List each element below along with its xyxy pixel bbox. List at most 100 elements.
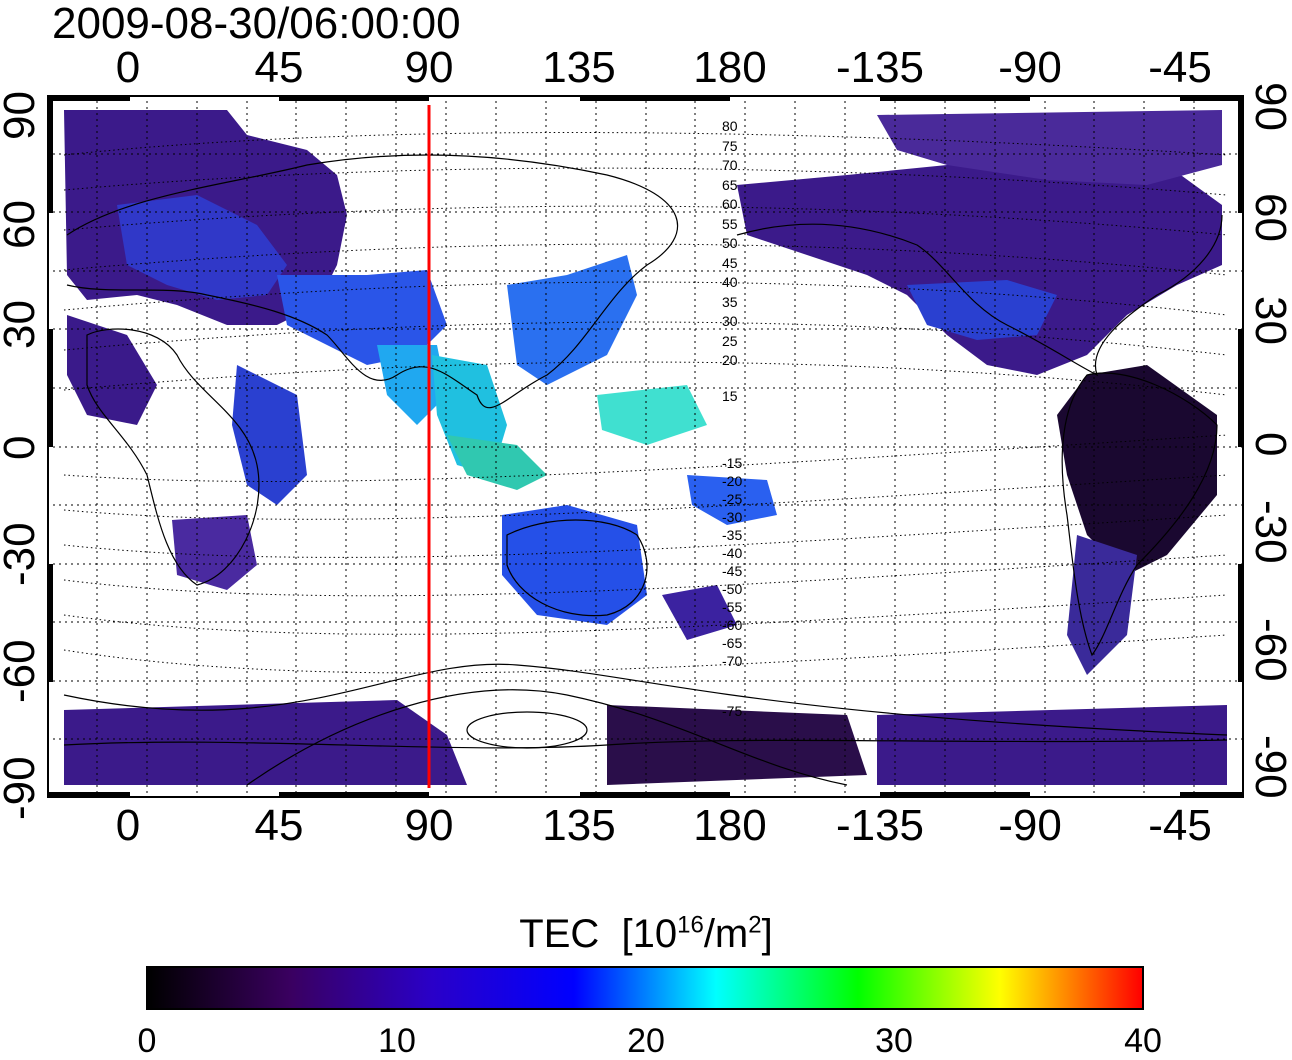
mag-contour-north-7: [63, 361, 1228, 396]
left-lat-tick-90: 90: [0, 91, 44, 140]
tec-region-new-zealand: [662, 585, 737, 640]
frame-bar-left-1: [47, 95, 53, 213]
top-lon-tick-m45: -45: [1148, 43, 1212, 92]
frame-bar-top-1: [47, 95, 130, 101]
mag-lat-label-40: 40: [722, 274, 738, 290]
tec-region-africa-south: [172, 515, 257, 590]
bottom-lon-tick-45: 45: [254, 801, 304, 850]
mag-lat-label-55: 55: [722, 215, 738, 232]
right-lat-tick-30: 30: [1246, 296, 1292, 345]
bottom-lon-tick-135: 135: [542, 801, 616, 850]
mag-lat-label--75: -75: [722, 703, 743, 719]
tec-region-china: [507, 255, 637, 385]
mag-lat-label--20: -20: [722, 473, 743, 489]
left-lat-tick-m60: -60: [0, 639, 44, 703]
mag-lat-label-25: 25: [722, 332, 738, 349]
frame-bar-bottom-1: [47, 792, 130, 798]
mag-lat-label--30: -30: [722, 509, 743, 525]
mag-lat-label--60: -60: [722, 617, 743, 633]
colorbar-label-main: TEC: [519, 912, 600, 957]
mag-lat-label--25: -25: [722, 491, 743, 507]
bottom-lon-tick-m135: -135: [835, 801, 925, 850]
right-lat-tick-m60: -60: [1246, 618, 1292, 682]
mag-lat-label--35: -35: [722, 527, 743, 543]
frame-bar-left-3: [47, 564, 53, 682]
right-lat-tick-m90: -90: [1246, 735, 1292, 799]
tec-colorbar: [146, 966, 1144, 1010]
right-lat-tick-60: 60: [1246, 193, 1292, 242]
colorbar-title: TEC [1016/m2]: [0, 912, 1292, 957]
frame-bar-bottom-5: [1180, 792, 1244, 798]
frame-bar-top-2: [279, 95, 429, 101]
left-lat-tick-m30: -30: [0, 522, 44, 586]
frame-bar-right-1: [1238, 95, 1244, 213]
tec-region-south-america: [1057, 365, 1217, 575]
colorbar-label-exp2: 2: [748, 912, 762, 939]
frame-bar-bottom-4: [880, 792, 1030, 798]
tec-region-indonesia: [447, 435, 547, 490]
mag-lat-label-80: 80: [722, 118, 738, 134]
frame-bar-bottom-3: [580, 792, 730, 798]
tec-region-pacific-cells: [597, 385, 707, 445]
top-lon-tick-180: 180: [693, 43, 767, 92]
frame-bar-right-2: [1238, 329, 1244, 447]
tec-region-asia-mid: [277, 270, 447, 365]
right-lat-tick-0: 0: [1246, 432, 1292, 457]
colorbar-tick-0: 0: [137, 1022, 157, 1060]
frame-bar-bottom-2: [279, 792, 429, 798]
left-lat-tick-0: 0: [0, 436, 44, 460]
colorbar-tick-20: 20: [627, 1022, 665, 1060]
mag-lat-label--15: -15: [722, 455, 743, 471]
mag-lat-label-35: 35: [722, 293, 738, 310]
mag-lat-label-50: 50: [722, 235, 738, 251]
colorbar-label-unit: [10: [621, 912, 678, 957]
top-lon-tick-0: 0: [115, 43, 141, 92]
mag-lat-label--65: -65: [722, 635, 743, 651]
coast-australia: [506, 519, 648, 617]
top-lon-tick-135: 135: [542, 43, 616, 92]
tec-region-north-america: [737, 160, 1222, 375]
colorbar-tick-40: 40: [1124, 1022, 1162, 1060]
mag-lat-label--45: -45: [722, 563, 743, 579]
left-lat-tick-m90: -90: [0, 756, 44, 820]
colorbar-label-unit2: /m: [703, 912, 749, 957]
mag-contour-north-5: [63, 281, 1228, 316]
tec-region-europe-core: [117, 195, 287, 300]
mag-lat-label-65: 65: [722, 176, 738, 193]
mag-lat-label-70: 70: [722, 157, 738, 173]
coast-africa: [86, 328, 260, 586]
frame-bar-top-4: [880, 95, 1030, 101]
frame-bar-top-3: [580, 95, 730, 101]
mag-lat-label-45: 45: [722, 254, 738, 271]
tec-region-australia: [502, 505, 647, 625]
colorbar-label-exp: 16: [677, 912, 704, 939]
top-lon-tick-45: 45: [254, 43, 304, 92]
bottom-lon-tick-0: 0: [115, 801, 141, 850]
left-lat-tick-60: 60: [0, 200, 44, 249]
mag-lat-label-60: 60: [722, 196, 738, 212]
left-lat-tick-30: 30: [0, 300, 44, 349]
mag-contour-solid-2: [246, 689, 848, 786]
right-lat-tick-m30: -30: [1246, 500, 1292, 564]
bottom-lon-tick-180: 180: [693, 801, 767, 850]
tec-region-africa-east: [232, 365, 307, 505]
coast-antarctica: [63, 739, 1228, 749]
tec-region-africa-north: [67, 315, 157, 425]
mag-lat-label-75: 75: [722, 137, 738, 154]
mag-contour-south-5: [63, 594, 1228, 635]
mag-lat-label--50: -50: [722, 581, 743, 597]
tec-region-canada-north: [877, 110, 1222, 185]
top-lon-tick-m135: -135: [835, 43, 925, 92]
mag-lat-label-20: 20: [722, 352, 738, 368]
colorbar-label-close: ]: [761, 912, 773, 957]
mag-lat-label-15: 15: [722, 388, 738, 404]
colorbar-tick-10: 10: [378, 1022, 416, 1060]
tec-region-pacific-south: [687, 475, 777, 525]
coast-north-america: [736, 214, 1223, 377]
mag-lat-label-30: 30: [722, 313, 738, 329]
bottom-lon-tick-m45: -45: [1148, 801, 1212, 850]
tec-region-antarctica-right: [877, 705, 1227, 785]
coast-south-america: [1061, 372, 1218, 657]
mag-contour-north-6: [63, 321, 1228, 356]
mag-lat-label--55: -55: [722, 599, 743, 615]
